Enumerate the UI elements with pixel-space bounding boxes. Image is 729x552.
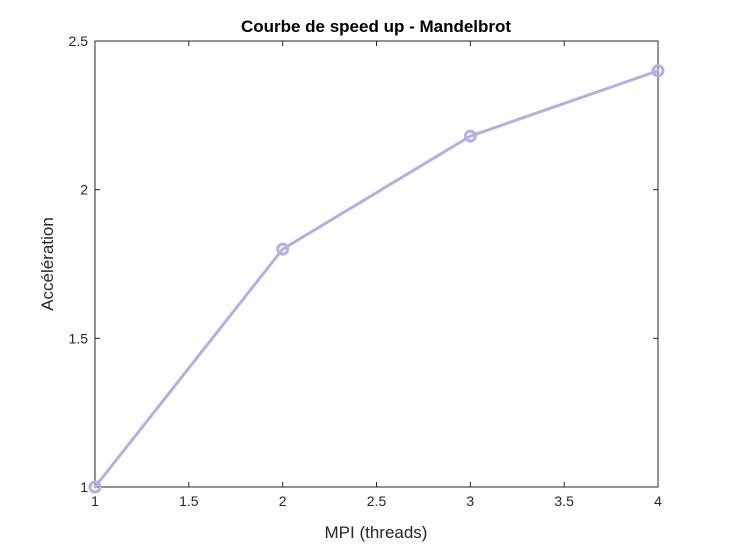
data-point-marker xyxy=(463,129,477,143)
x-tick-label: 2 xyxy=(279,493,287,509)
y-tick-label: 1.5 xyxy=(69,330,89,346)
y-tick-label: 1 xyxy=(80,479,88,495)
y-axis-label: Accélération xyxy=(38,217,57,311)
x-tick-label: 2.5 xyxy=(367,493,387,509)
data-point-marker xyxy=(276,242,290,256)
y-tick-label: 2.5 xyxy=(69,33,89,49)
x-axis-label: MPI (threads) xyxy=(325,523,428,542)
x-tick-label: 1.5 xyxy=(179,493,199,509)
y-tick-label: 2 xyxy=(80,182,88,198)
x-tick-label: 1 xyxy=(91,493,99,509)
data-point-marker xyxy=(651,64,665,78)
series-line xyxy=(93,69,660,489)
chart-title: Courbe de speed up - Mandelbrot xyxy=(241,17,511,36)
data-point-marker xyxy=(88,480,102,494)
x-tick-label: 4 xyxy=(654,493,662,509)
plot-area xyxy=(94,40,659,488)
x-tick-label: 3 xyxy=(466,493,474,509)
x-tick-label: 3.5 xyxy=(554,493,574,509)
axis-ticks: 1 1.5 2 2.5 3 3.5 4 1 1.5 2 2.5 xyxy=(69,33,663,509)
series-group xyxy=(88,64,665,494)
